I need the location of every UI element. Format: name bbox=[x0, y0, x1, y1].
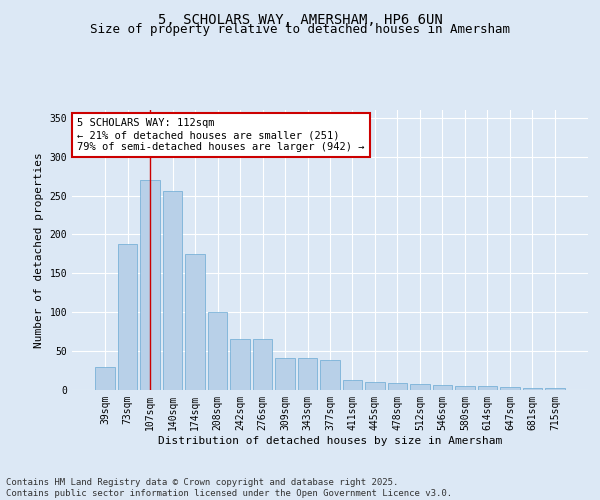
Text: Contains HM Land Registry data © Crown copyright and database right 2025.
Contai: Contains HM Land Registry data © Crown c… bbox=[6, 478, 452, 498]
Bar bbox=[433, 386, 452, 390]
Bar bbox=[478, 386, 497, 390]
Bar bbox=[523, 388, 542, 390]
Bar bbox=[275, 358, 295, 390]
Text: 5 SCHOLARS WAY: 112sqm
← 21% of detached houses are smaller (251)
79% of semi-de: 5 SCHOLARS WAY: 112sqm ← 21% of detached… bbox=[77, 118, 365, 152]
Bar bbox=[163, 191, 182, 390]
Bar bbox=[500, 387, 520, 390]
Text: Size of property relative to detached houses in Amersham: Size of property relative to detached ho… bbox=[90, 22, 510, 36]
Bar bbox=[320, 360, 340, 390]
Y-axis label: Number of detached properties: Number of detached properties bbox=[34, 152, 44, 348]
Bar bbox=[455, 386, 475, 390]
Bar bbox=[410, 384, 430, 390]
Text: 5, SCHOLARS WAY, AMERSHAM, HP6 6UN: 5, SCHOLARS WAY, AMERSHAM, HP6 6UN bbox=[158, 12, 442, 26]
Bar bbox=[545, 388, 565, 390]
Bar bbox=[208, 312, 227, 390]
Bar bbox=[140, 180, 160, 390]
Bar bbox=[185, 254, 205, 390]
Bar bbox=[343, 380, 362, 390]
Bar bbox=[298, 358, 317, 390]
Bar bbox=[230, 340, 250, 390]
Bar bbox=[388, 383, 407, 390]
Bar bbox=[365, 382, 385, 390]
Bar bbox=[253, 340, 272, 390]
X-axis label: Distribution of detached houses by size in Amersham: Distribution of detached houses by size … bbox=[158, 436, 502, 446]
Bar bbox=[95, 366, 115, 390]
Bar bbox=[118, 244, 137, 390]
